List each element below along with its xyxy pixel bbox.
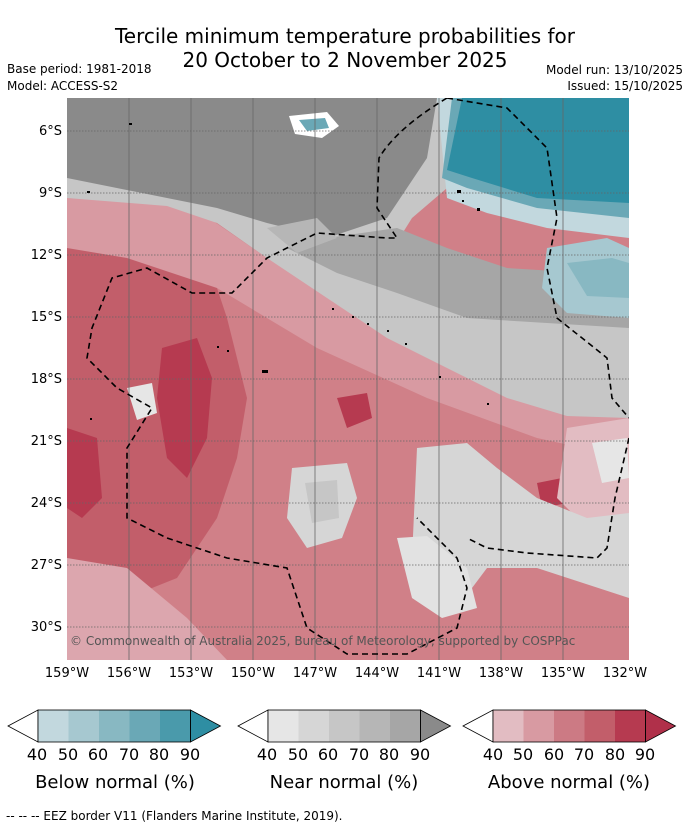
lat-label: 12°S bbox=[30, 248, 62, 263]
above-normal-peak-zone bbox=[157, 338, 212, 478]
near-normal-zone bbox=[592, 438, 629, 483]
below-normal-zone bbox=[567, 258, 629, 298]
lon-label: 153°W bbox=[168, 666, 214, 681]
issued-label: Issued: 15/10/2025 bbox=[567, 79, 683, 93]
lon-label: 147°W bbox=[292, 666, 338, 681]
near-normal-zone bbox=[267, 218, 337, 253]
colorbar-segment bbox=[554, 710, 585, 742]
base-period-label: Base period: 1981-2018 bbox=[7, 62, 152, 76]
map-title-line-1: Tercile minimum temperature probabilitie… bbox=[114, 24, 576, 48]
cb-tick: 90 bbox=[179, 745, 201, 764]
lat-label: 30°S bbox=[30, 620, 62, 635]
above-normal-low-zone bbox=[67, 558, 227, 660]
colorbar-title-above: Above normal (%) bbox=[487, 772, 651, 793]
colorbar-max-extend bbox=[420, 709, 452, 743]
model-run-label: Model run: 13/10/2025 bbox=[545, 63, 683, 77]
lat-label: 21°S bbox=[30, 434, 62, 449]
cb-tick: 70 bbox=[348, 745, 370, 764]
near-normal-zone bbox=[305, 480, 339, 523]
above-normal-peak-zone bbox=[337, 393, 372, 428]
below-normal-zone bbox=[299, 118, 329, 131]
graticule bbox=[67, 98, 629, 660]
colorbar-segment bbox=[493, 710, 524, 742]
cb-tick: 50 bbox=[57, 745, 79, 764]
colorbar-segment bbox=[523, 710, 555, 742]
near-normal-zone bbox=[397, 536, 477, 618]
cb-tick: 60 bbox=[87, 745, 109, 764]
near-normal-zone bbox=[67, 98, 437, 238]
lon-label: 144°W bbox=[354, 666, 400, 681]
copyright-notice: © Commonwealth of Australia 2025, Bureau… bbox=[70, 634, 576, 648]
colorbar-segment bbox=[584, 710, 616, 742]
colorbar-min-extend bbox=[7, 709, 39, 743]
colorbar-title-below: Below normal (%) bbox=[35, 772, 195, 793]
above-normal-high-zone bbox=[67, 198, 247, 608]
cb-tick: 80 bbox=[148, 745, 170, 764]
above-normal-low-zone bbox=[67, 198, 629, 458]
lon-label: 132°W bbox=[602, 666, 648, 681]
colorbar-segment bbox=[615, 710, 646, 742]
colorbar-segment bbox=[359, 710, 391, 742]
colorbar-segment bbox=[298, 710, 330, 742]
lat-label: 24°S bbox=[30, 496, 62, 511]
colorbar-title-near: Near normal (%) bbox=[269, 772, 419, 793]
colorbar-legend bbox=[7, 709, 677, 743]
cb-tick: 80 bbox=[604, 745, 626, 764]
cb-tick: 50 bbox=[287, 745, 309, 764]
colorbar-max-extend bbox=[645, 709, 677, 743]
cb-tick: 40 bbox=[26, 745, 48, 764]
lon-label: 138°W bbox=[478, 666, 524, 681]
near-normal-zone bbox=[412, 443, 629, 608]
cb-tick: 60 bbox=[317, 745, 339, 764]
cb-tick: 40 bbox=[256, 745, 278, 764]
colorbar-segment bbox=[160, 710, 191, 742]
colorbar-max-extend bbox=[190, 709, 222, 743]
model-label: Model: ACCESS-S2 bbox=[7, 79, 119, 93]
lat-label: 18°S bbox=[30, 372, 62, 387]
lon-label: 159°W bbox=[44, 666, 90, 681]
colorbar-segment bbox=[68, 710, 100, 742]
colorbar-outline bbox=[37, 709, 191, 743]
cb-tick: 50 bbox=[512, 745, 534, 764]
lat-label: 6°S bbox=[38, 124, 62, 139]
colorbar-segment bbox=[99, 710, 130, 742]
colorbar-min-extend bbox=[237, 709, 269, 743]
eez-footer-note: -- -- -- EEZ border V11 (Flanders Marine… bbox=[6, 809, 343, 823]
lat-label: 9°S bbox=[38, 186, 62, 201]
below-normal-zone bbox=[447, 98, 629, 203]
lon-label: 156°W bbox=[106, 666, 152, 681]
colorbar-segment bbox=[268, 710, 299, 742]
lon-label: 150°W bbox=[230, 666, 276, 681]
colorbar-outline bbox=[492, 709, 646, 743]
colorbar-segment bbox=[129, 710, 161, 742]
lon-label: 141°W bbox=[416, 666, 462, 681]
colorbar-min-extend bbox=[462, 709, 494, 743]
colorbar-outline bbox=[267, 709, 421, 743]
lat-label: 27°S bbox=[30, 558, 62, 573]
colorbar-segment bbox=[38, 710, 69, 742]
colorbar-segment bbox=[329, 710, 360, 742]
near-normal-zone bbox=[287, 228, 629, 328]
above-normal-peak-zone bbox=[67, 428, 102, 518]
cb-tick: 90 bbox=[409, 745, 431, 764]
cb-tick: 60 bbox=[543, 745, 565, 764]
cb-tick: 80 bbox=[378, 745, 400, 764]
cb-tick: 40 bbox=[482, 745, 504, 764]
cb-tick: 90 bbox=[634, 745, 656, 764]
probability-map bbox=[67, 98, 629, 660]
colorbar-segment bbox=[390, 710, 421, 742]
islands bbox=[87, 123, 489, 420]
cb-tick: 70 bbox=[573, 745, 595, 764]
lat-label: 15°S bbox=[30, 310, 62, 325]
eez-border bbox=[86, 98, 629, 655]
map-title-line-2: 20 October to 2 November 2025 bbox=[182, 48, 508, 72]
lon-label: 135°W bbox=[540, 666, 586, 681]
cb-tick: 70 bbox=[118, 745, 140, 764]
